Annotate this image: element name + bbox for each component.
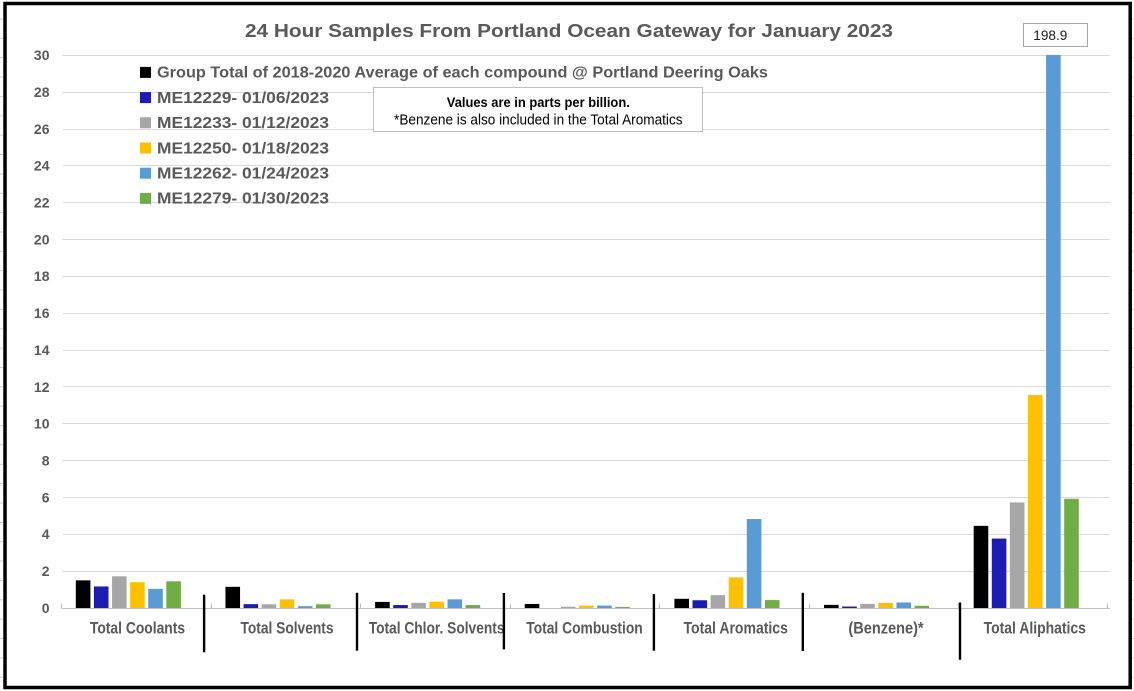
svg-text:24: 24 — [34, 158, 50, 174]
svg-text:ME12250- 01/18/2023: ME12250- 01/18/2023 — [157, 140, 329, 157]
svg-text:6: 6 — [42, 489, 50, 505]
svg-text:Total Aromatics: Total Aromatics — [684, 620, 788, 638]
svg-text:14: 14 — [34, 342, 50, 358]
svg-text:Total Solvents: Total Solvents — [240, 620, 333, 638]
svg-text:ME12233- 01/12/2023: ME12233- 01/12/2023 — [157, 115, 329, 132]
svg-text:18: 18 — [34, 268, 50, 284]
svg-text:ME12229- 01/06/2023: ME12229- 01/06/2023 — [157, 90, 329, 107]
svg-text:*Benzene is also included in t: *Benzene is also included in the Total A… — [394, 112, 683, 129]
svg-text:20: 20 — [34, 231, 50, 247]
svg-text:12: 12 — [34, 379, 50, 395]
svg-text:ME12279- 01/30/2023: ME12279- 01/30/2023 — [157, 191, 329, 208]
svg-text:24 Hour Samples From Portland: 24 Hour Samples From Portland Ocean Gate… — [245, 21, 893, 41]
svg-text:(Benzene)*: (Benzene)* — [848, 620, 924, 638]
svg-text:4: 4 — [42, 526, 50, 542]
svg-text:Total Combustion: Total Combustion — [526, 620, 642, 638]
svg-text:Group Total of 2018-2020 Avera: Group Total of 2018-2020 Average of each… — [157, 65, 768, 82]
svg-text:198.9: 198.9 — [1033, 28, 1067, 43]
svg-text:Values are in parts per billio: Values are in parts per billion. — [447, 94, 630, 110]
svg-text:16: 16 — [34, 305, 50, 321]
svg-text:28: 28 — [34, 84, 50, 100]
svg-text:30: 30 — [34, 47, 50, 63]
svg-text:8: 8 — [42, 452, 50, 468]
svg-text:Total Coolants: Total Coolants — [90, 620, 185, 638]
svg-text:0: 0 — [42, 600, 50, 616]
svg-text:Total Chlor. Solvents: Total Chlor. Solvents — [369, 620, 505, 638]
svg-text:2: 2 — [42, 563, 50, 579]
svg-text:22: 22 — [34, 195, 50, 211]
svg-text:26: 26 — [34, 121, 50, 137]
svg-text:ME12262- 01/24/2023: ME12262- 01/24/2023 — [157, 166, 329, 183]
svg-text:Total Aliphatics: Total Aliphatics — [984, 620, 1086, 638]
svg-text:10: 10 — [34, 416, 50, 432]
